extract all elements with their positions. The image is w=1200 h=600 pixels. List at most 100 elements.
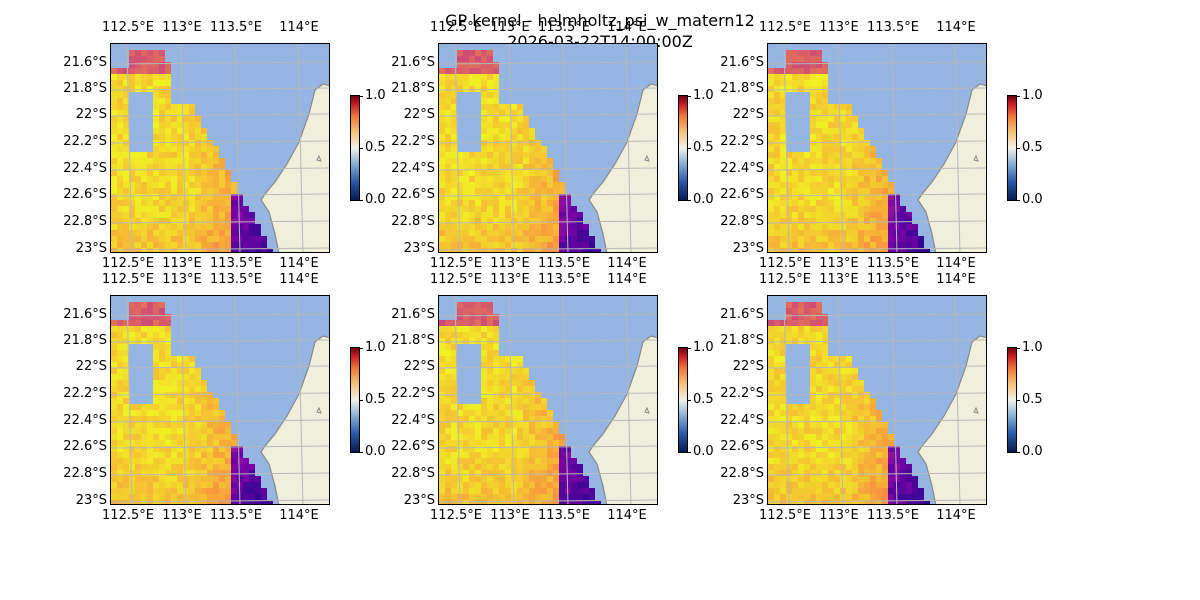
heatmap-cell	[852, 482, 858, 488]
colorbar-tick-label: 0.0	[693, 444, 714, 459]
heatmap-cell	[141, 182, 147, 188]
heatmap-cell	[219, 416, 225, 422]
heatmap-cell	[153, 92, 159, 98]
heatmap-cell	[111, 206, 117, 212]
heatmap-cell	[159, 482, 165, 488]
heatmap-cell	[529, 200, 535, 206]
lon-tick-label: 114°E	[279, 256, 319, 271]
heatmap-cell	[159, 92, 165, 98]
heatmap-cell	[487, 452, 493, 458]
heatmap-cell	[774, 122, 780, 128]
heatmap-cell	[834, 446, 840, 452]
heatmap-cell	[469, 170, 475, 176]
heatmap-cell	[159, 320, 165, 326]
heatmap-cell	[123, 242, 129, 248]
heatmap-cell	[810, 440, 816, 446]
heatmap-cell	[816, 440, 822, 446]
heatmap-cell	[201, 404, 207, 410]
heatmap-cell	[822, 494, 828, 500]
heatmap-cell	[469, 494, 475, 500]
heatmap-cell	[493, 182, 499, 188]
heatmap-cell	[900, 248, 906, 252]
heatmap-cell	[481, 410, 487, 416]
heatmap-layer	[768, 50, 930, 252]
heatmap-cell	[481, 116, 487, 122]
heatmap-cell	[183, 224, 189, 230]
heatmap-cell	[798, 302, 804, 308]
heatmap-cell	[117, 422, 123, 428]
heatmap-cell	[439, 116, 445, 122]
heatmap-cell	[535, 146, 541, 152]
heatmap-cell	[117, 230, 123, 236]
heatmap-cell	[153, 68, 159, 74]
heatmap-cell	[165, 422, 171, 428]
heatmap-cell	[547, 206, 553, 212]
heatmap-cell	[451, 248, 457, 252]
heatmap-cell	[792, 470, 798, 476]
heatmap-cell	[195, 224, 201, 230]
heatmap-cell	[153, 356, 159, 362]
heatmap-cell	[165, 476, 171, 482]
heatmap-cell	[445, 476, 451, 482]
parallel-line	[768, 220, 986, 224]
heatmap-cell	[469, 416, 475, 422]
heatmap-cell	[511, 104, 517, 110]
heatmap-cell	[123, 158, 129, 164]
heatmap-cell	[451, 242, 457, 248]
heatmap-cell	[219, 488, 225, 494]
heatmap-cell	[219, 494, 225, 500]
heatmap-cell	[189, 128, 195, 134]
heatmap-cell	[822, 350, 828, 356]
heatmap-cell	[123, 368, 129, 374]
heatmap-cell	[493, 428, 499, 434]
lon-tick-label: 113°E	[819, 272, 859, 287]
heatmap-cell	[499, 110, 505, 116]
heatmap-cell	[834, 482, 840, 488]
heatmap-cell	[523, 122, 529, 128]
heatmap-cell	[255, 488, 261, 494]
heatmap-cell	[798, 68, 804, 74]
heatmap-cell	[499, 386, 505, 392]
heatmap-cell	[774, 86, 780, 92]
heatmap-cell	[846, 452, 852, 458]
heatmap-cell	[523, 206, 529, 212]
heatmap-cell	[816, 146, 822, 152]
heatmap-cell	[792, 80, 798, 86]
heatmap-cell	[153, 188, 159, 194]
heatmap-cell	[786, 434, 792, 440]
heatmap-cell	[165, 386, 171, 392]
heatmap-cell	[792, 176, 798, 182]
heatmap-cell	[529, 464, 535, 470]
heatmap-cell	[445, 428, 451, 434]
heatmap-cell	[810, 356, 816, 362]
heatmap-cell	[523, 242, 529, 248]
heatmap-cell	[499, 398, 505, 404]
heatmap-cell	[469, 194, 475, 200]
heatmap-cell	[457, 170, 463, 176]
heatmap-cell	[804, 218, 810, 224]
heatmap-cell	[523, 482, 529, 488]
heatmap-cell	[183, 470, 189, 476]
heatmap-cell	[457, 338, 463, 344]
heatmap-cell	[147, 230, 153, 236]
heatmap-cell	[505, 128, 511, 134]
heatmap-cell	[243, 248, 249, 252]
heatmap-cell	[834, 404, 840, 410]
heatmap-cell	[523, 422, 529, 428]
heatmap-cell	[882, 212, 888, 218]
meridian-line	[180, 296, 187, 504]
heatmap-cell	[451, 320, 457, 326]
heatmap-cell	[219, 194, 225, 200]
heatmap-cell	[243, 230, 249, 236]
heatmap-cell	[852, 380, 858, 386]
heatmap-cell	[243, 476, 249, 482]
heatmap-cell	[439, 152, 445, 158]
heatmap-cell	[171, 170, 177, 176]
heatmap-cell	[517, 200, 523, 206]
heatmap-cell	[153, 56, 159, 62]
heatmap-cell	[135, 410, 141, 416]
heatmap-cell	[117, 368, 123, 374]
heatmap-cell	[475, 302, 481, 308]
heatmap-cell	[171, 416, 177, 422]
